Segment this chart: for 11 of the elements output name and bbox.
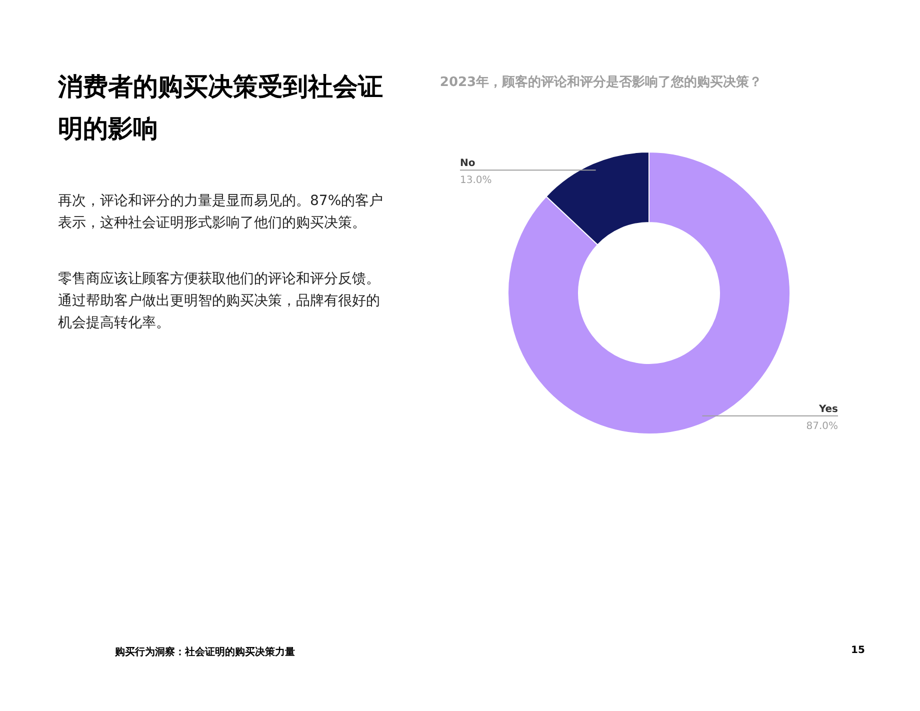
slice-label: No: [460, 158, 476, 170]
text: 零售商应该让顾客方便获取他们的评论和评分反馈。通过帮助客户做出更明智的购买决策，品牌有很好的机会提高转化率。: [58, 270, 381, 333]
slice-label: Yes: [818, 404, 838, 415]
chart-title: 2023年，顾客的评论和评分是否影响了您的购买决策？: [440, 74, 762, 90]
text: 再次，评论和评分的力量是显而易见的。87%的客户表示，这种社会证明形式影响了他们的购买决策。: [58, 192, 384, 233]
data-label: 87.0%: [806, 420, 838, 432]
data-label: 13.0%: [460, 175, 492, 186]
text: 15: [851, 645, 865, 656]
donut-slice: [508, 152, 790, 434]
text: 消费者的购买决策受到社会证明的影响: [58, 71, 384, 145]
text: 购买行为洞察：社会证明的购买决策力量: [115, 646, 295, 659]
